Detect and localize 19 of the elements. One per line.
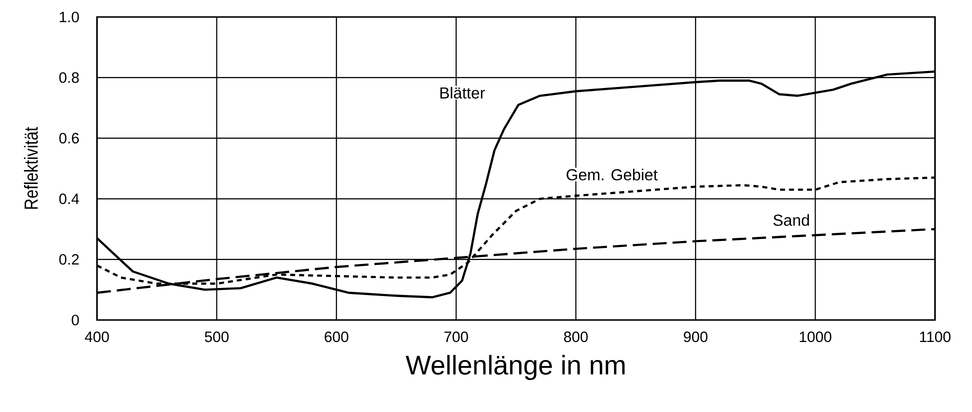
y-tick-label: 0.6 <box>59 132 79 144</box>
x-tick-label: 900 <box>684 332 708 342</box>
y-axis-title: Reflektivität <box>24 127 38 209</box>
y-tick-label: 0.8 <box>59 72 79 83</box>
y-tick-label: 0.4 <box>59 194 80 204</box>
x-tick-label: 500 <box>204 332 229 342</box>
series-label: Sand <box>773 214 809 226</box>
x-tick-label: 800 <box>564 332 588 342</box>
y-tick-label: 0.2 <box>59 254 79 265</box>
x-tick-label: 700 <box>444 332 468 342</box>
x-tick-label: 600 <box>324 332 348 342</box>
x-tick-label: 400 <box>84 332 109 342</box>
y-tick-label: 0 <box>72 314 79 326</box>
x-tick-label: 1000 <box>800 332 832 342</box>
series-label: Gem. Gebiet <box>566 168 658 180</box>
y-tick-label: 1.0 <box>60 12 79 22</box>
text: Blätter <box>440 86 485 99</box>
x-axis-title: Wellenlänge in nm <box>406 354 625 380</box>
x-tick-label: 1100 <box>920 332 950 342</box>
